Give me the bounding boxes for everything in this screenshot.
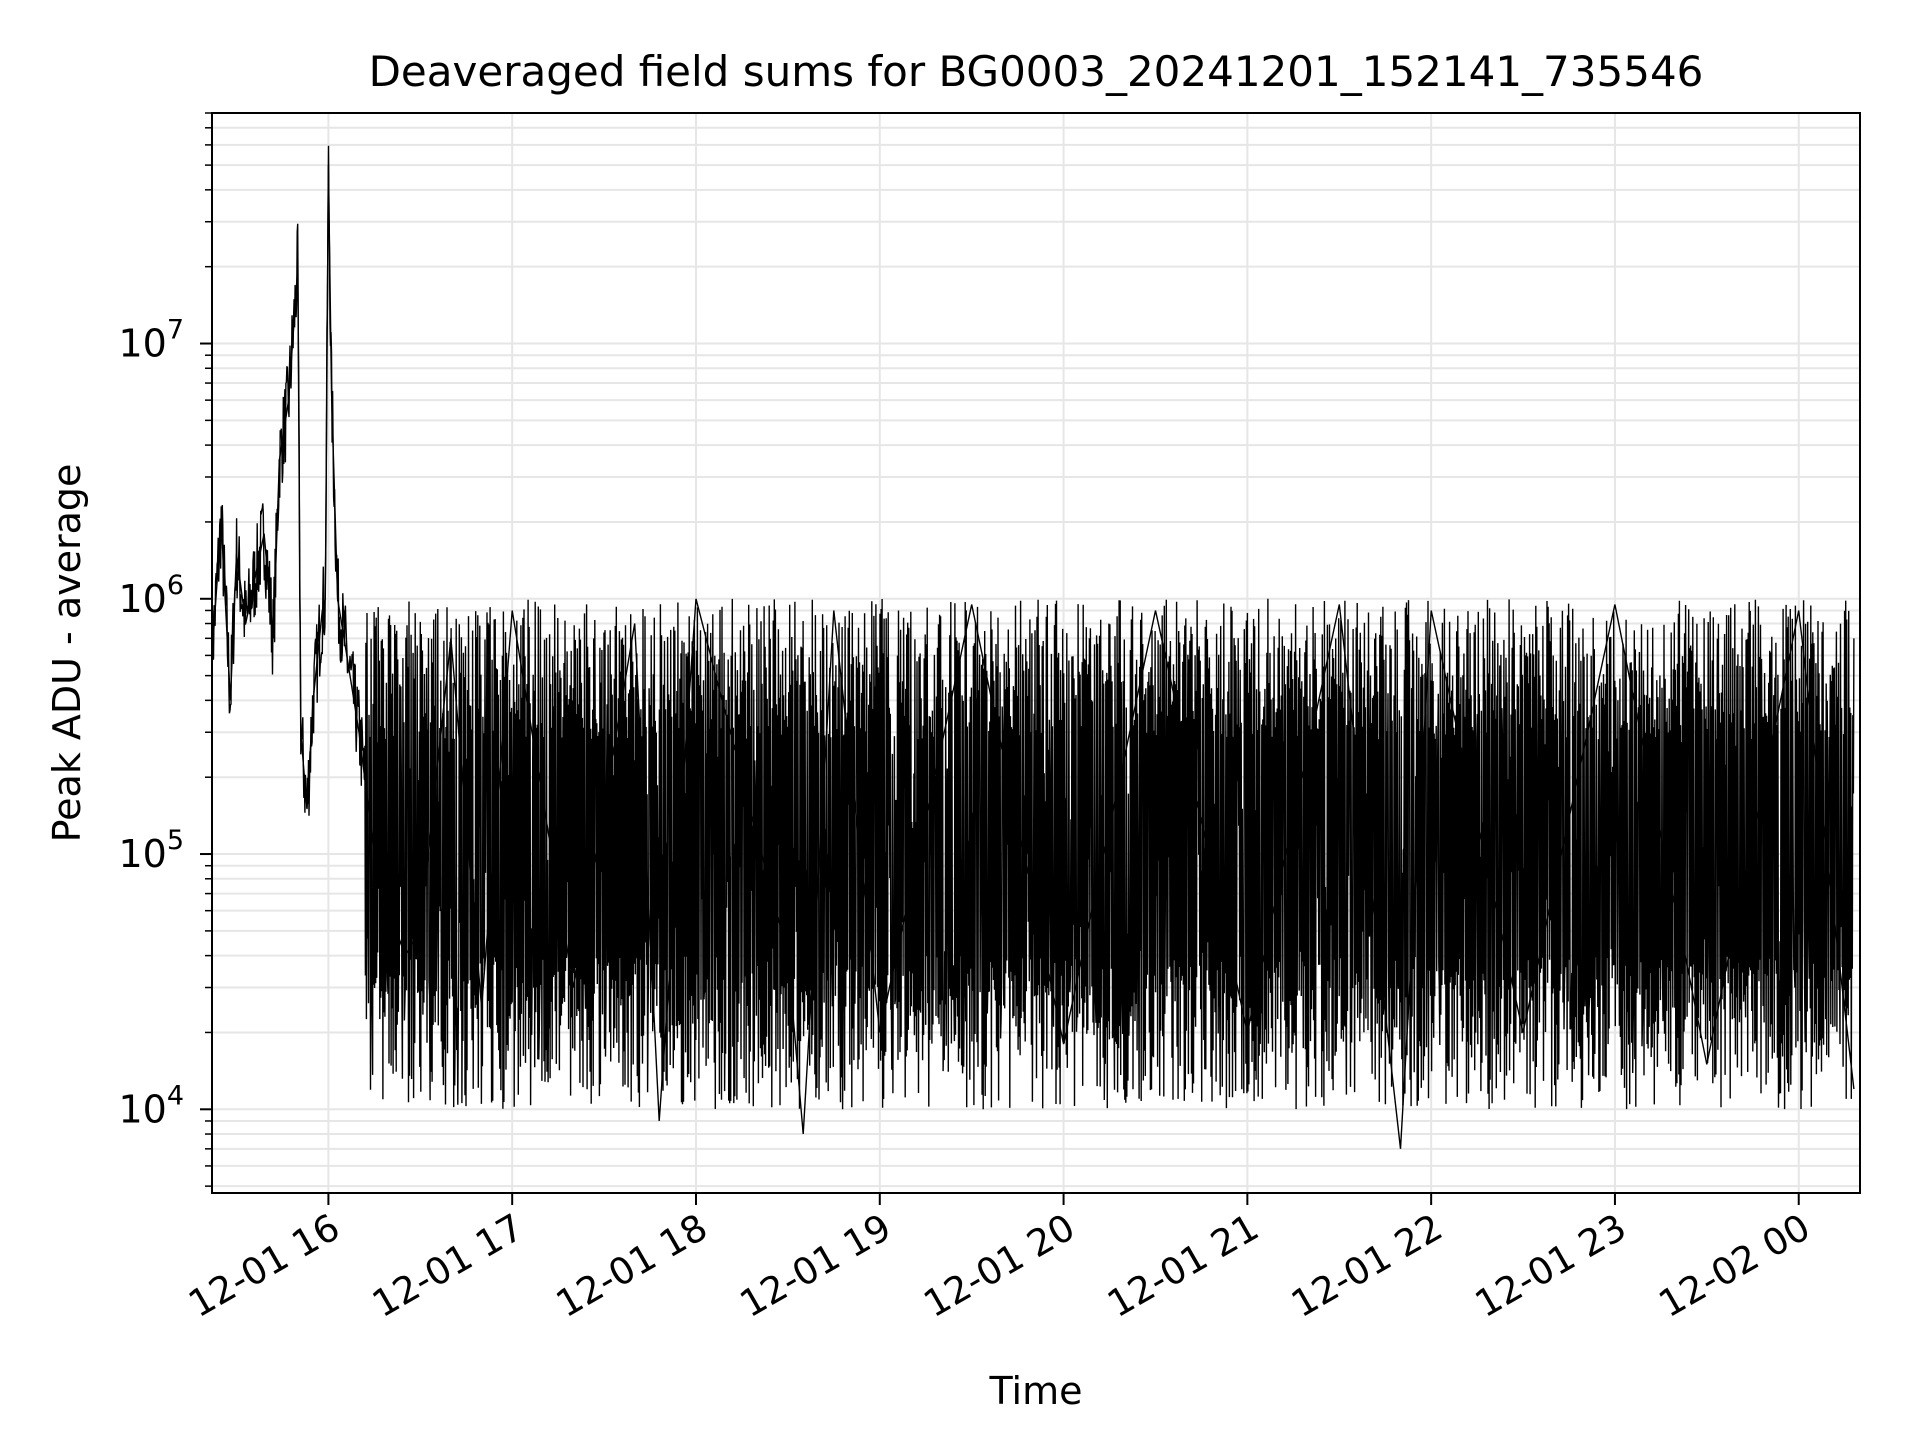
x-tick-label: 12-01 17: [365, 1206, 531, 1326]
x-tick-label: 12-01 22: [1284, 1206, 1450, 1326]
x-tick-label: 12-01 21: [1100, 1206, 1266, 1326]
chart-title: Deaveraged field sums for BG0003_2024120…: [369, 47, 1704, 96]
x-tick-label: 12-01 23: [1468, 1206, 1634, 1326]
x-tick-label: 12-01 19: [733, 1206, 899, 1326]
series-line-peaks: [211, 165, 1855, 1149]
x-tick-label: 12-02 00: [1652, 1206, 1818, 1326]
series-layer: [211, 145, 1855, 1149]
x-tick-label: 12-01 16: [181, 1206, 347, 1326]
x-tick-label: 12-01 18: [549, 1206, 715, 1326]
y-tick-label: 107: [118, 315, 184, 366]
series-line: [211, 145, 1855, 1110]
y-tick-label: 104: [118, 1080, 184, 1131]
x-axis-label: Time: [989, 1369, 1083, 1413]
plot-frame: [211, 112, 1861, 1194]
y-tick-label: 106: [118, 570, 184, 621]
y-axis-label: Peak ADU - average: [45, 464, 89, 843]
y-tick-label: 105: [118, 825, 184, 876]
x-tick-label: 12-01 20: [916, 1206, 1082, 1326]
